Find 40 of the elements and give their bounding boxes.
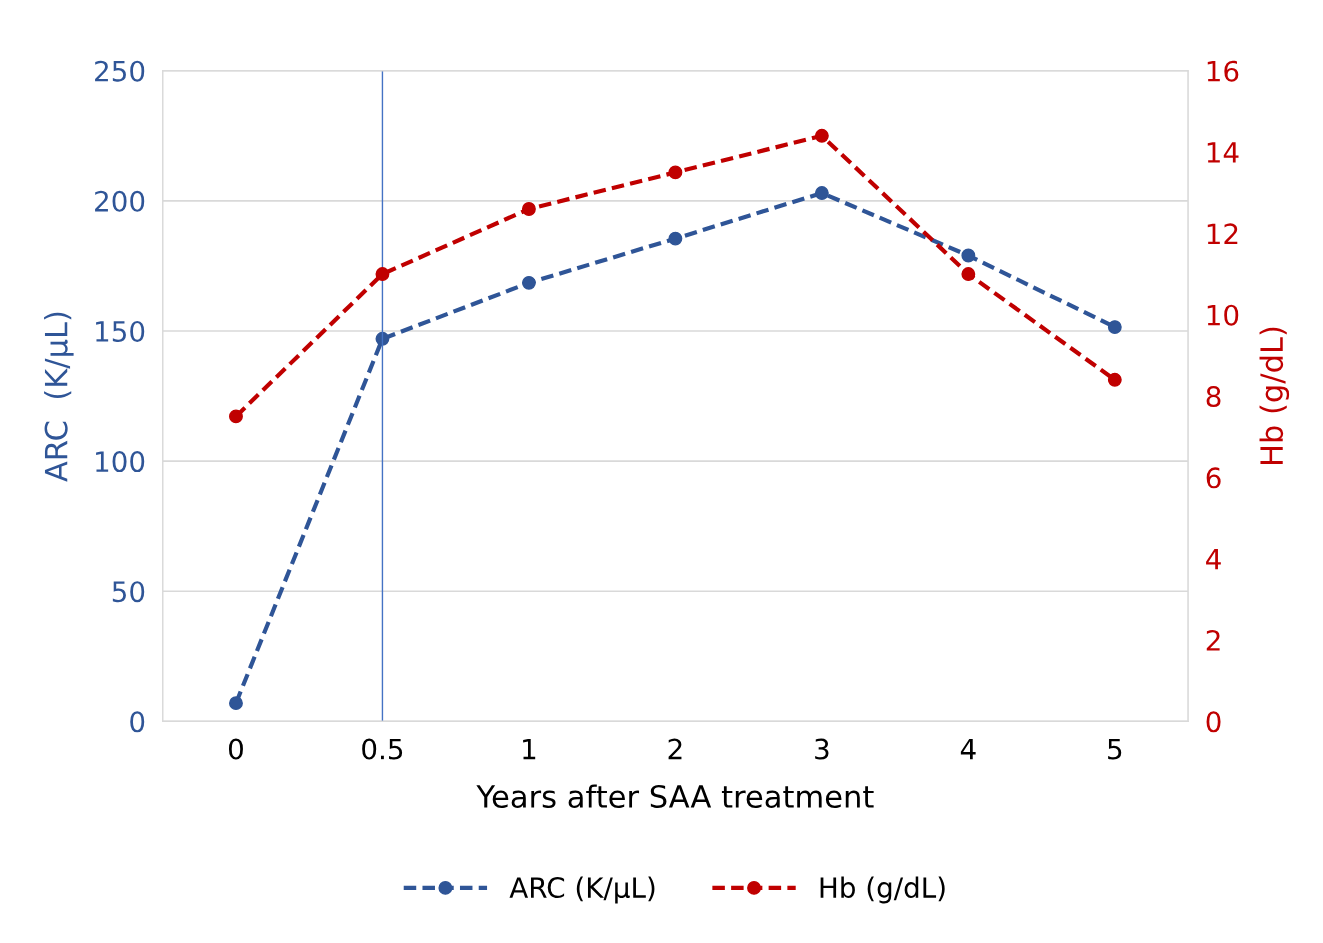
point — [961, 248, 976, 263]
y-tick-label: 50 — [112, 581, 145, 603]
x-tick-label: 4 — [960, 738, 976, 760]
y2-tick-label: 12 — [1207, 223, 1238, 244]
x-tick-label: 0.5 — [362, 738, 403, 760]
y2-tick-label: 4 — [1206, 549, 1221, 570]
y-tick-label: 100 — [96, 451, 145, 473]
y-tick-label: 200 — [95, 190, 145, 212]
y2-tick-label: 14 — [1207, 142, 1239, 163]
point — [668, 165, 683, 180]
point — [961, 267, 976, 282]
y-tick-label: 150 — [96, 320, 145, 342]
x-tick-label: 0 — [228, 738, 243, 760]
point — [1107, 320, 1122, 335]
x-axis-title: Years after SAA treatment — [476, 784, 874, 809]
y2-tick-label: 16 — [1207, 60, 1239, 82]
point — [229, 696, 243, 711]
legend-label: ARC (K/µL) — [509, 876, 655, 904]
y2-tick-label: 10 — [1207, 304, 1239, 326]
y-axis-title: ARC (K/µL) — [44, 312, 74, 482]
y2-tick-label: 2 — [1206, 630, 1220, 651]
point — [814, 186, 829, 200]
point — [375, 267, 390, 282]
y-tick-label: 0 — [130, 711, 145, 733]
point — [521, 275, 536, 290]
point — [814, 128, 829, 143]
x-tick-label: 1 — [523, 738, 536, 760]
y2-tick-label: 6 — [1206, 467, 1221, 489]
y-tick-label: 250 — [95, 60, 145, 82]
point — [521, 202, 536, 216]
point — [229, 409, 243, 424]
x-tick-label: 3 — [815, 738, 829, 760]
legend-label: Hb (g/dL) — [820, 876, 945, 904]
y2-tick-label: 8 — [1206, 386, 1221, 408]
x-tick-label: 5 — [1108, 738, 1122, 760]
point — [668, 231, 683, 246]
point — [1107, 372, 1122, 387]
x-tick-label: 2 — [668, 738, 682, 760]
y2-axis-title: Hb (g/dL) — [1259, 327, 1290, 465]
y2-tick-label: 0 — [1206, 711, 1221, 733]
